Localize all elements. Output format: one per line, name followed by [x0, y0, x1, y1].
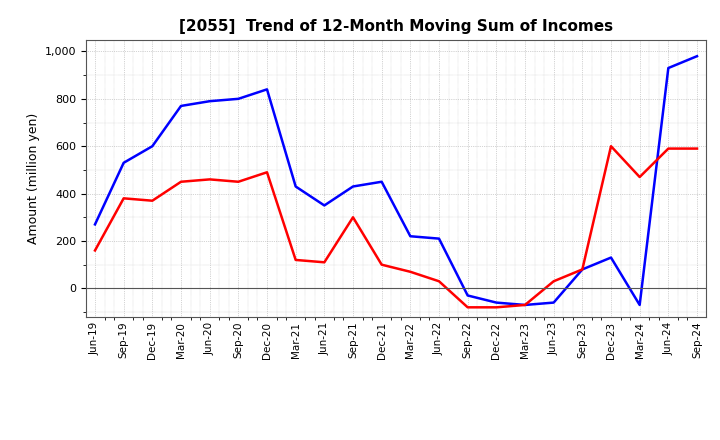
Net Income — [148, 198, 157, 203]
Net Income — [263, 170, 271, 175]
Net Income — [292, 257, 300, 263]
Ordinary Income — [492, 300, 500, 305]
Ordinary Income — [464, 293, 472, 298]
Title: [2055]  Trend of 12-Month Moving Sum of Incomes: [2055] Trend of 12-Month Moving Sum of I… — [179, 19, 613, 34]
Net Income — [549, 279, 558, 284]
Net Income — [578, 267, 587, 272]
Net Income — [406, 269, 415, 275]
Net Income — [435, 279, 444, 284]
Ordinary Income — [377, 179, 386, 184]
Net Income — [693, 146, 701, 151]
Net Income — [464, 304, 472, 310]
Ordinary Income — [406, 234, 415, 239]
Net Income — [234, 179, 243, 184]
Net Income — [91, 248, 99, 253]
Net Income — [120, 196, 128, 201]
Ordinary Income — [521, 302, 529, 308]
Ordinary Income — [635, 302, 644, 308]
Net Income — [377, 262, 386, 268]
Net Income — [635, 174, 644, 180]
Ordinary Income — [234, 96, 243, 102]
Ordinary Income — [664, 66, 672, 71]
Line: Ordinary Income: Ordinary Income — [95, 56, 697, 305]
Net Income — [205, 177, 214, 182]
Ordinary Income — [263, 87, 271, 92]
Net Income — [176, 179, 185, 184]
Net Income — [492, 304, 500, 310]
Ordinary Income — [549, 300, 558, 305]
Ordinary Income — [320, 203, 328, 208]
Ordinary Income — [91, 222, 99, 227]
Ordinary Income — [205, 99, 214, 104]
Y-axis label: Amount (million yen): Amount (million yen) — [27, 113, 40, 244]
Ordinary Income — [292, 184, 300, 189]
Ordinary Income — [120, 160, 128, 165]
Ordinary Income — [148, 143, 157, 149]
Line: Net Income: Net Income — [95, 146, 697, 307]
Net Income — [664, 146, 672, 151]
Net Income — [521, 302, 529, 308]
Ordinary Income — [435, 236, 444, 241]
Net Income — [320, 260, 328, 265]
Ordinary Income — [578, 267, 587, 272]
Net Income — [348, 215, 357, 220]
Net Income — [607, 143, 616, 149]
Ordinary Income — [607, 255, 616, 260]
Ordinary Income — [176, 103, 185, 109]
Ordinary Income — [693, 54, 701, 59]
Ordinary Income — [348, 184, 357, 189]
